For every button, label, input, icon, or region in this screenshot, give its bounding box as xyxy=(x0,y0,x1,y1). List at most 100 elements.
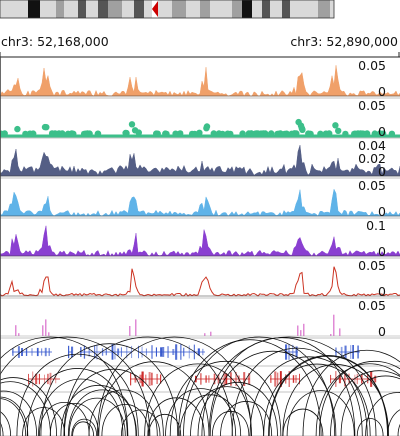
track-9-feature xyxy=(230,372,232,386)
track-10-arc xyxy=(365,392,400,436)
track-10-arc xyxy=(63,336,233,436)
track-8-feature xyxy=(44,347,47,357)
ideogram-band xyxy=(28,0,40,18)
track-8-feature xyxy=(126,345,128,359)
track-7-bar xyxy=(330,334,332,336)
track-10-arc xyxy=(121,409,161,436)
track-2-point xyxy=(41,123,49,131)
track-8-feature xyxy=(175,344,178,360)
track-8-feature xyxy=(167,346,169,358)
track-8-feature xyxy=(292,344,294,360)
track-7-bar xyxy=(129,326,131,336)
track-8-feature xyxy=(145,348,147,356)
ideogram-band xyxy=(290,0,304,18)
track-9-feature xyxy=(200,373,202,385)
track-2-point xyxy=(48,130,56,137)
track-9-feature xyxy=(130,372,132,386)
track-10-arc xyxy=(40,343,179,436)
track-2-point xyxy=(154,130,161,137)
track-10-arc xyxy=(0,411,11,436)
track-2-point xyxy=(274,130,281,138)
ideogram-band xyxy=(282,0,290,18)
track-8-feature xyxy=(155,347,157,357)
ideogram-band xyxy=(78,0,86,18)
track-3-tick-label: 0 xyxy=(378,164,386,179)
track-9-feature xyxy=(47,373,49,385)
track-8-feature xyxy=(172,349,175,355)
track-9-feature xyxy=(44,374,45,384)
ideogram-band xyxy=(0,0,28,18)
track-5-tick-label: 0.1 xyxy=(366,218,386,233)
track-2-point xyxy=(288,130,295,137)
track-10-arc xyxy=(302,350,400,436)
track-4-tick-label: 0.05 xyxy=(358,178,386,193)
track-2-point xyxy=(123,129,130,137)
track-1-tick-label: 0 xyxy=(378,84,386,99)
track-2-point xyxy=(177,130,184,137)
track-7-bar xyxy=(333,314,335,336)
ideogram-band xyxy=(86,0,98,18)
track-7-bar xyxy=(15,325,17,336)
ideogram-band xyxy=(200,0,210,18)
track-10-arc xyxy=(101,403,150,436)
ideogram-band xyxy=(144,0,152,18)
ideogram-band xyxy=(158,0,172,18)
track-9-feature xyxy=(160,374,162,384)
track-10-arc xyxy=(268,356,388,436)
track-10-arc xyxy=(0,398,27,436)
track-9-feature xyxy=(277,372,279,386)
track-10-arc xyxy=(282,408,324,436)
track-10-arc xyxy=(387,409,400,436)
track-5-area xyxy=(0,225,400,257)
track-9-feature xyxy=(223,371,226,387)
track-8-feature xyxy=(68,345,70,359)
track-9-feature xyxy=(55,374,57,384)
track-5-tick-label: 0 xyxy=(378,244,386,259)
track-2-point xyxy=(94,130,102,137)
track-2-point xyxy=(245,130,253,137)
track-8-feature xyxy=(197,348,200,356)
track-7-bar xyxy=(48,332,50,336)
track-9-feature xyxy=(292,375,295,383)
region-start-label: chr3: 52,168,000 xyxy=(1,34,109,49)
ideogram-band xyxy=(330,0,334,18)
track-9-feature xyxy=(213,373,216,385)
track-10-arc xyxy=(179,394,242,436)
track-10-arc xyxy=(144,363,252,436)
track-8-feature xyxy=(350,345,352,359)
track-9-feature xyxy=(288,371,290,387)
track-10-arc xyxy=(356,418,384,436)
track-2-point xyxy=(268,130,275,137)
track-8-feature xyxy=(180,344,182,360)
track-7-bar xyxy=(303,323,305,336)
track-2-point xyxy=(259,130,267,138)
track-8-feature xyxy=(17,346,20,358)
track-7-bar xyxy=(300,330,302,336)
track-8-feature xyxy=(96,344,98,360)
track-10-arc xyxy=(148,413,182,436)
track-2-point xyxy=(59,130,66,137)
track-10-arc xyxy=(286,390,355,436)
track-9-feature xyxy=(148,372,151,386)
ideogram-band xyxy=(134,0,144,18)
track-8-feature xyxy=(41,348,43,356)
track-3-area xyxy=(0,145,400,177)
track-2-point xyxy=(293,130,300,137)
track-1-area xyxy=(0,65,400,97)
track-10-arc xyxy=(397,424,400,436)
track-2-point xyxy=(371,130,378,137)
track-9-feature xyxy=(367,374,369,384)
track-8-feature xyxy=(80,347,82,357)
track-8-feature xyxy=(295,346,298,358)
track-2-point xyxy=(128,121,136,128)
track-9-feature xyxy=(134,375,137,383)
track-8-feature xyxy=(138,345,139,359)
ideogram-band xyxy=(172,0,186,18)
track-10-arc xyxy=(201,336,377,436)
track-10-arc xyxy=(0,390,38,436)
track-9-feature xyxy=(344,371,346,387)
track-2-point xyxy=(0,130,5,137)
track-10-arc xyxy=(231,347,363,436)
